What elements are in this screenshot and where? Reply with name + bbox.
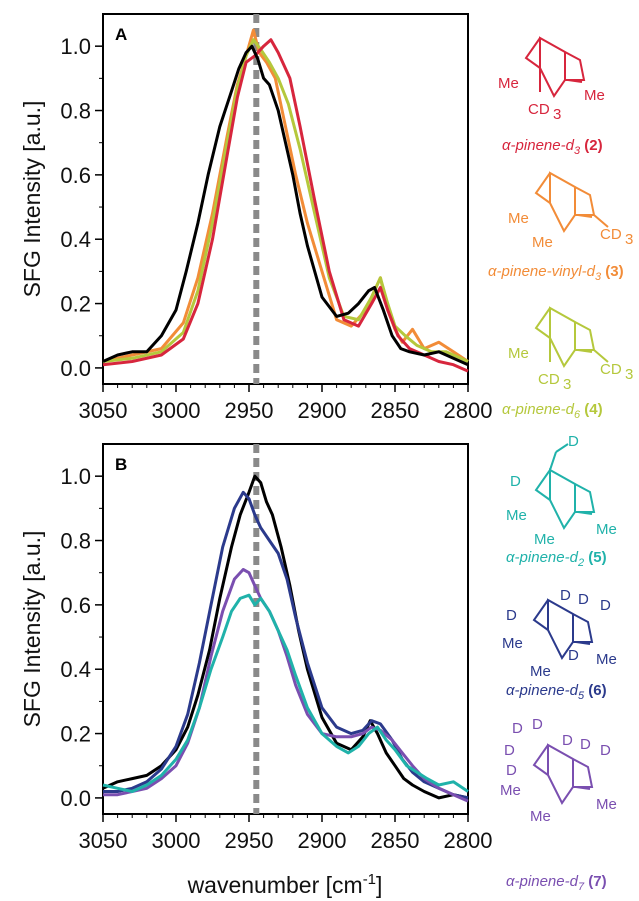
svg-text:α-pinene-d3 (2): α-pinene-d3 (2) <box>502 137 603 157</box>
svg-text:D: D <box>506 762 517 779</box>
svg-text:D: D <box>580 736 591 753</box>
svg-text:D: D <box>506 607 517 624</box>
svg-text:Me: Me <box>584 87 605 104</box>
svg-text:CD: CD <box>600 226 622 243</box>
panel-a-x-tick-label: 2900 <box>298 398 347 423</box>
svg-text:D: D <box>504 742 515 759</box>
panel-b-y-tick-label: 0.6 <box>60 593 91 618</box>
panel-a-y-tick-label: 1.0 <box>60 34 91 59</box>
svg-text:Me: Me <box>532 234 553 251</box>
panel-a-ticks: 3050 3000 2950 2900 2850 2800 0.0 0.2 0.4 0.6 0.8 1… <box>60 34 492 423</box>
panel-b-label: B <box>115 455 127 474</box>
svg-text:3: 3 <box>553 106 561 123</box>
molecule-caption-5: α-pinene-d2 (5) <box>506 549 607 569</box>
svg-text:Me: Me <box>530 808 551 825</box>
svg-text:Me: Me <box>498 75 519 92</box>
molecule-caption-6: α-pinene-d5 (6) <box>506 682 607 702</box>
svg-text:α-pinene-d2 (5): α-pinene-d2 (5) <box>506 549 607 569</box>
svg-text:Me: Me <box>502 635 523 652</box>
svg-text:Me: Me <box>596 521 617 538</box>
panel-b-x-tick-label: 3050 <box>79 828 128 853</box>
panel-a-y-axis-label: SFG Intensity [a.u.] <box>19 101 45 298</box>
svg-text:α-pinene-d7 (7): α-pinene-d7 (7) <box>506 873 607 893</box>
panel-a-y-tick-label: 0.2 <box>60 292 91 317</box>
svg-text:Me: Me <box>596 651 617 668</box>
svg-text:Me: Me <box>508 345 529 362</box>
svg-text:Me: Me <box>530 663 551 680</box>
svg-text:D: D <box>600 597 611 614</box>
svg-text:3: 3 <box>625 366 633 383</box>
svg-text:α-pinene-vinyl-d3 (3): α-pinene-vinyl-d3 (3) <box>488 263 624 283</box>
panel-b-ticks: 3050 3000 2950 2900 2850 2800 0.0 0.2 0.4 0.6 0.8 1… <box>60 464 492 853</box>
svg-text:Me: Me <box>508 210 529 227</box>
panel-a: A SFG Intensity [a.u.] 3050 3000 2950 2900 2… <box>19 13 492 423</box>
panel-a-series-line-yellowgreen <box>102 38 469 363</box>
panel-a-series-group <box>102 28 469 373</box>
molecule-structure-5: D D Me Me Me <box>506 433 617 548</box>
panel-a-x-tick-label: 2850 <box>371 398 420 423</box>
svg-text:D: D <box>568 433 579 450</box>
svg-text:D: D <box>512 720 523 737</box>
svg-text:Me: Me <box>506 507 527 524</box>
svg-text:3: 3 <box>625 231 633 248</box>
molecule-caption-2: α-pinene-d3 (2) <box>502 137 603 157</box>
panel-a-series-line-orange <box>102 28 469 363</box>
svg-text:3: 3 <box>563 376 571 393</box>
panel-a-x-tick-label: 3000 <box>152 398 201 423</box>
svg-text:D: D <box>532 716 543 733</box>
panel-a-x-tick-label: 3050 <box>79 398 128 423</box>
panel-b-x-tick-label: 2850 <box>371 828 420 853</box>
panel-b: B SFG Intensity [a.u.] 3050 3000 2950 2900 2… <box>19 443 492 853</box>
svg-text:D: D <box>578 591 589 608</box>
panel-b-x-tick-label: 2900 <box>298 828 347 853</box>
panel-b-frame <box>102 443 469 815</box>
panel-a-x-tick-label: 2950 <box>225 398 274 423</box>
panel-a-x-tick-label: 2800 <box>444 398 493 423</box>
svg-text:CD: CD <box>600 361 622 378</box>
svg-text:α-pinene-d5 (6): α-pinene-d5 (6) <box>506 682 607 702</box>
x-axis-label: wavenumber [cm-1] <box>187 871 383 898</box>
svg-text:D: D <box>560 587 571 604</box>
panel-a-frame <box>102 13 469 385</box>
molecule-structure-2: Me CD 3 Me <box>498 36 605 123</box>
panel-b-y-axis-label: SFG Intensity [a.u.] <box>19 531 45 728</box>
molecule-caption-4: α-pinene-d6 (4) <box>502 401 603 421</box>
panel-b-y-tick-label: 0.4 <box>60 657 91 682</box>
svg-text:Me: Me <box>534 531 555 548</box>
molecule-structure-7: D D D D D D D Me Me Me <box>500 716 617 825</box>
panel-b-y-tick-label: 0.8 <box>60 529 91 554</box>
panel-a-series-line-black <box>102 44 469 367</box>
panel-a-y-tick-label: 0.0 <box>60 356 91 381</box>
svg-text:Me: Me <box>500 782 521 799</box>
panel-a-y-tick-label: 0.6 <box>60 163 91 188</box>
panel-b-x-tick-label: 2800 <box>444 828 493 853</box>
panel-a-y-tick-label: 0.4 <box>60 227 91 252</box>
molecule-caption-7: α-pinene-d7 (7) <box>506 873 607 893</box>
molecule-caption-3: α-pinene-vinyl-d3 (3) <box>488 263 624 283</box>
panel-a-series-line-red <box>102 38 469 373</box>
molecule-column: Me CD 3 Me α-pinene-d3 (2) Me Me CD 3 α-pi… <box>488 36 633 893</box>
svg-text:Me: Me <box>596 796 617 813</box>
panel-b-series-line-teal <box>102 593 469 793</box>
svg-text:D: D <box>510 473 521 490</box>
panel-b-x-tick-label: 2950 <box>225 828 274 853</box>
svg-text:CD: CD <box>538 371 560 388</box>
panel-b-series-line-black <box>102 474 469 800</box>
panel-b-y-tick-label: 0.2 <box>60 722 91 747</box>
molecule-structure-3: Me Me CD 3 <box>508 171 633 251</box>
panel-b-y-tick-label: 1.0 <box>60 464 91 489</box>
molecule-structure-4: Me CD 3 CD 3 <box>508 306 633 393</box>
molecule-structure-6: D D D D D Me Me Me <box>502 587 617 680</box>
panel-a-label: A <box>115 25 127 44</box>
svg-text:α-pinene-d6 (4): α-pinene-d6 (4) <box>502 401 603 421</box>
panel-b-series-group <box>102 474 469 803</box>
panel-a-y-tick-label: 0.8 <box>60 99 91 124</box>
svg-text:D: D <box>562 732 573 749</box>
svg-text:D: D <box>568 647 579 664</box>
svg-text:CD: CD <box>528 101 550 118</box>
panel-b-y-tick-label: 0.0 <box>60 786 91 811</box>
panel-b-x-tick-label: 3000 <box>152 828 201 853</box>
svg-text:D: D <box>600 742 611 759</box>
